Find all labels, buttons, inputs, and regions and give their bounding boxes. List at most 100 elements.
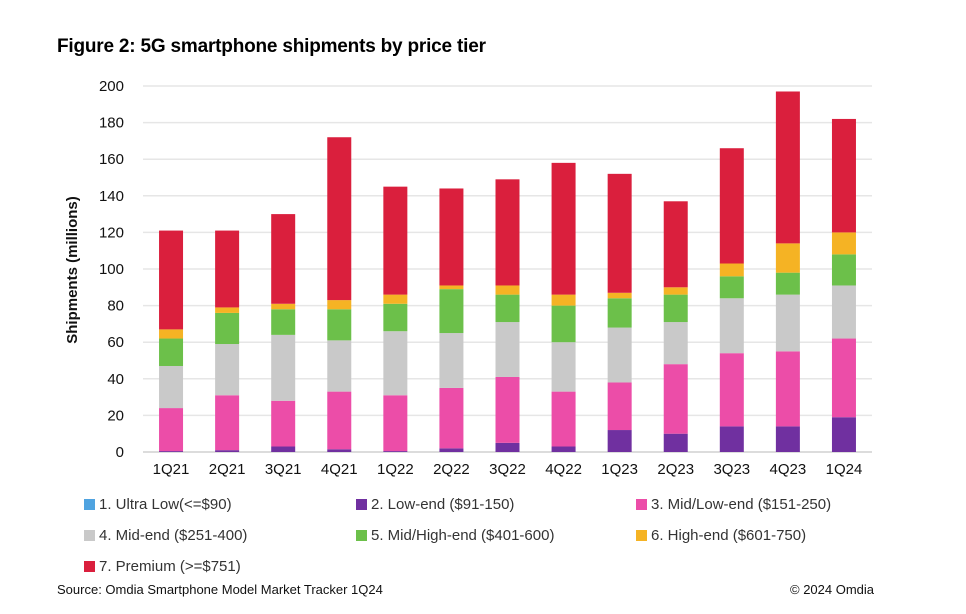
source-note: Source: Omdia Smartphone Model Market Tr… [57,582,383,597]
bar-segment-1Q24-s6 [831,232,856,255]
bar-segment-4Q21-s4 [327,340,352,392]
bar-segment-3Q21-s3 [271,400,296,447]
bar-segment-2Q23-s7 [663,201,688,288]
bar-stack-2Q23 [663,201,688,452]
bar-segment-3Q22-s3 [495,376,520,443]
bar-segment-2Q23-s5 [663,294,688,323]
bar-segment-1Q22-s6 [383,294,408,304]
legend-label: 2. Low-end ($91-150) [371,496,515,513]
y-tick-label: 180 [99,115,124,132]
bar-segment-2Q21-s6 [215,307,240,313]
legend-swatch [84,561,95,572]
bar-segment-4Q21-s7 [327,137,352,301]
bar-segment-4Q23-s3 [775,351,800,427]
bar-segment-1Q22-s5 [383,303,408,332]
bar-segment-2Q22-s4 [439,333,464,388]
bar-stack-1Q23 [607,173,632,452]
bar-stack-3Q21 [271,214,296,452]
bar-segment-3Q22-s7 [495,179,520,286]
x-axis-ticks: 1Q21 2Q21 3Q21 4Q21 1Q22 2Q22 3Q22 4Q22 1Q23 2Q23… [153,461,863,478]
bar-segment-3Q23-s7 [719,148,744,264]
bar-segment-4Q22-s4 [551,342,576,392]
copyright-note: © 2024 Omdia [790,582,875,597]
legend-label: 3. Mid/Low-end ($151-250) [651,496,832,513]
bar-segment-4Q22-s6 [551,294,576,306]
bar-segment-4Q23-s5 [775,272,800,295]
bar-segment-2Q22-s3 [439,387,464,449]
bar-segment-1Q21-s7 [159,230,184,330]
x-tick-label: 3Q21 [265,461,302,478]
bar-segment-4Q22-s5 [551,305,576,343]
bar-segment-1Q24-s7 [831,118,856,233]
y-tick-label: 0 [116,444,124,461]
x-tick-label: 4Q21 [321,461,358,478]
bar-segment-2Q21-s7 [215,230,240,308]
bar-segment-2Q21-s5 [215,312,240,345]
bar-segment-4Q23-s6 [775,243,800,273]
legend-item-mid-low-end: 3. Mid/Low-end ($151-250) [636,496,831,513]
bar-segment-3Q22-s4 [495,322,520,377]
bar-segment-3Q21-s4 [271,334,296,401]
bar-segment-1Q23-s4 [607,327,632,383]
legend-label: 1. Ultra Low(<=$90) [99,496,232,513]
bar-segment-1Q21-s2 [159,451,184,452]
bar-segment-1Q24-s4 [831,285,856,339]
x-tick-label: 2Q21 [209,461,246,478]
legend-swatch [356,530,367,541]
x-tick-label: 1Q22 [377,461,414,478]
bar-segment-4Q23-s2 [775,426,800,452]
bar-segment-3Q22-s2 [495,442,520,452]
bar-segment-3Q23-s5 [719,276,744,299]
legend-item-mid-end: 4. Mid-end ($251-400) [84,527,247,544]
bar-segment-3Q22-s5 [495,294,520,323]
legend-label: 6. High-end ($601-750) [651,527,807,544]
bar-segment-2Q23-s6 [663,287,688,295]
bar-segment-1Q23-s6 [607,292,632,299]
legend-swatch [84,530,95,541]
bar-segment-4Q21-s5 [327,309,352,341]
bar-segment-1Q22-s7 [383,186,408,295]
y-axis-label: Shipments (millions) [64,196,81,344]
x-tick-label: 2Q23 [657,461,694,478]
bar-segment-2Q22-s2 [439,448,464,452]
legend-item-low-end: 2. Low-end ($91-150) [356,496,514,513]
bar-stack-3Q22 [495,179,520,452]
bar-segment-1Q21-s4 [159,365,184,409]
bar-segment-3Q23-s3 [719,353,744,427]
bar-segment-1Q21-s6 [159,329,184,339]
x-tick-label: 1Q21 [153,461,190,478]
y-tick-label: 80 [107,298,124,315]
bar-segment-4Q22-s3 [551,391,576,447]
bar-segment-3Q23-s6 [719,263,744,277]
bar-segment-1Q22-s4 [383,331,408,396]
legend-label: 7. Premium (>=$751) [99,558,241,575]
bar-segment-2Q21-s4 [215,344,240,396]
bar-stack-1Q24 [831,118,856,452]
x-tick-label: 1Q23 [601,461,638,478]
bar-stack-1Q21 [159,230,184,452]
bar-segment-4Q23-s4 [775,294,800,352]
bar-stack-2Q22 [439,188,464,452]
bar-segment-1Q23-s3 [607,382,632,431]
bar-segment-2Q22-s6 [439,285,464,290]
x-tick-label: 3Q22 [489,461,526,478]
bar-stack-4Q23 [775,91,800,452]
bar-segment-1Q24-s2 [831,417,856,452]
bar-segment-1Q22-s2 [383,451,408,452]
bar-segment-4Q22-s7 [551,162,576,295]
bar-stack-3Q23 [719,148,744,452]
bar-segment-3Q23-s2 [719,426,744,452]
bar-segment-2Q23-s2 [663,433,688,452]
y-tick-label: 120 [99,224,124,241]
bars [159,91,856,452]
bar-segment-3Q23-s4 [719,298,744,354]
legend-label: 5. Mid/High-end ($401-600) [371,527,555,544]
legend-swatch [356,499,367,510]
bar-segment-2Q22-s5 [439,289,464,334]
bar-stack-1Q22 [383,186,408,452]
y-tick-label: 20 [107,407,124,424]
x-tick-label: 2Q22 [433,461,470,478]
bar-stack-2Q21 [215,230,240,452]
bar-segment-4Q22-s2 [551,446,576,452]
